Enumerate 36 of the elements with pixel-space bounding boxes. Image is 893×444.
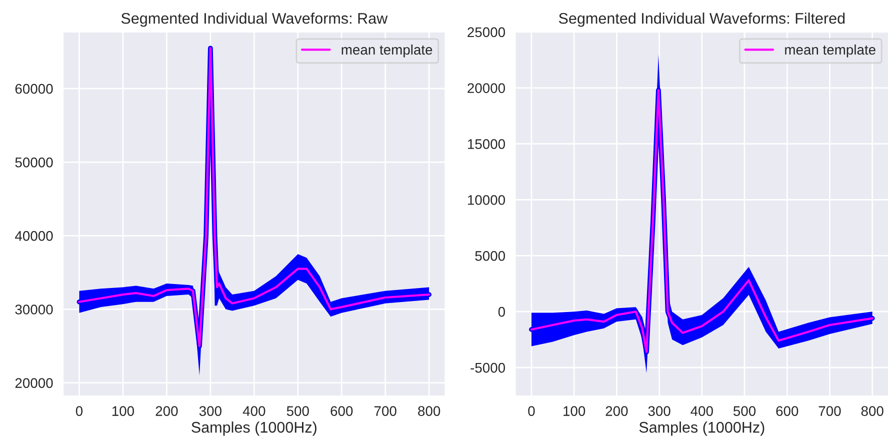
x-tick-label: 200 <box>156 406 178 416</box>
x-tick-label: 400 <box>242 406 266 416</box>
x-tick-label: 300 <box>199 406 222 416</box>
y-tick-label: 20000 <box>15 378 53 388</box>
y-tick-label: 25000 <box>468 27 505 38</box>
x-tick-label: 700 <box>374 406 396 416</box>
y-tick-label: 40000 <box>15 231 53 241</box>
y-tick-label: 20000 <box>468 83 505 94</box>
chart-title: Segmented Individual Waveforms: Filtered <box>558 12 845 27</box>
x-tick-label: 800 <box>418 406 440 416</box>
x-tick-label: 600 <box>330 406 353 416</box>
y-tick-label: 0 <box>498 306 505 317</box>
x-tick-label: 500 <box>733 406 756 416</box>
y-tick-label: 10000 <box>468 195 505 205</box>
y-tick-label: 30000 <box>15 304 53 314</box>
legend-label: mean template <box>342 44 432 58</box>
x-axis-title: Samples (1000Hz) <box>192 421 316 436</box>
chart-title: Segmented Individual Waveforms: Raw <box>121 12 388 27</box>
legend-label: mean template <box>785 44 876 58</box>
x-tick-label: 500 <box>286 406 309 416</box>
x-tick-label: 600 <box>776 406 798 416</box>
y-tick-label: 15000 <box>468 139 505 149</box>
x-tick-label: 0 <box>528 406 535 416</box>
x-tick-label: 100 <box>564 406 586 416</box>
y-tick-label: 60000 <box>15 84 53 94</box>
x-axis-title: Samples (1000Hz) <box>639 421 764 436</box>
x-tick-label: 300 <box>648 406 670 416</box>
y-tick-label: 5000 <box>475 251 505 261</box>
x-tick-label: 200 <box>606 406 628 416</box>
x-tick-label: 100 <box>112 406 134 416</box>
y-tick-label: -5000 <box>470 362 505 373</box>
x-tick-label: 0 <box>76 406 83 416</box>
x-tick-label: 700 <box>818 406 841 416</box>
y-tick-label: 50000 <box>15 157 53 168</box>
x-tick-label: 400 <box>690 406 713 416</box>
x-tick-label: 800 <box>861 406 884 416</box>
